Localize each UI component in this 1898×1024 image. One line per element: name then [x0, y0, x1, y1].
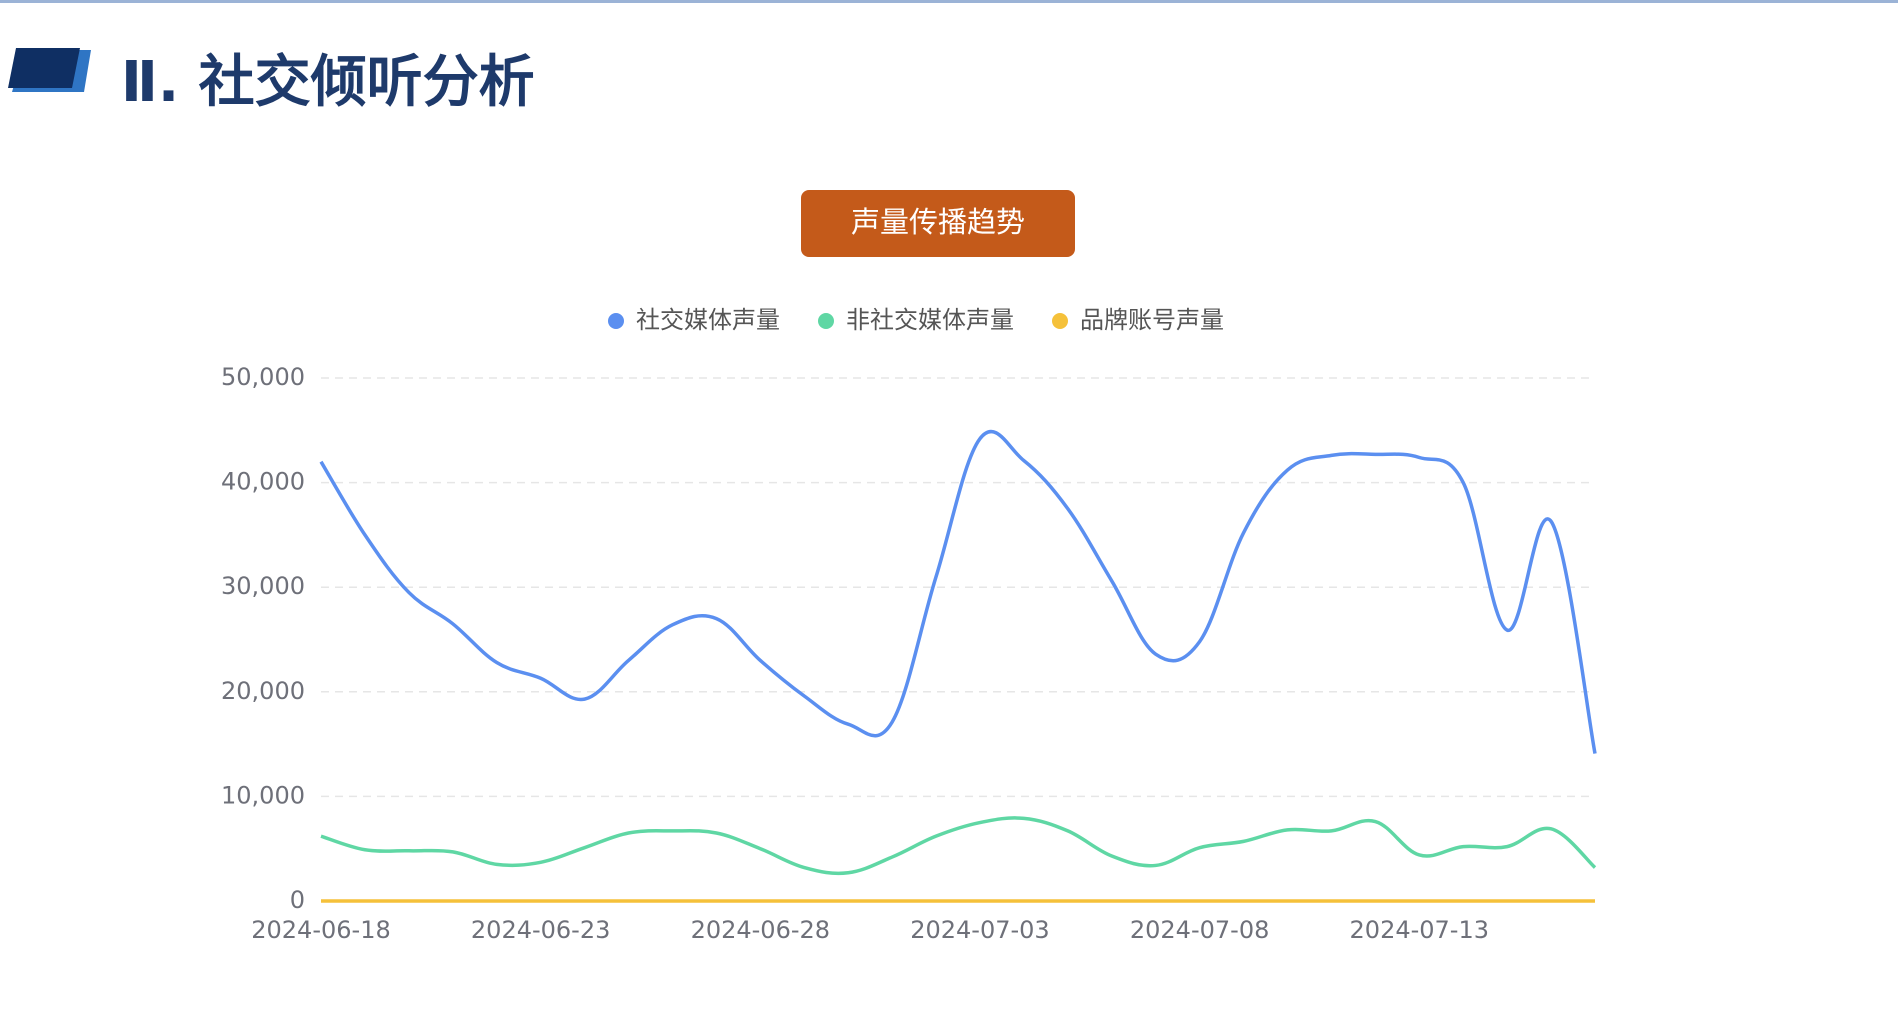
legend-marker — [1052, 313, 1068, 329]
chart-title-button — [801, 190, 1075, 257]
chart-title: 声量传播趋势 — [851, 205, 1025, 239]
y-tick-label: 30,000 — [221, 572, 305, 600]
icon-front — [8, 48, 80, 88]
legend-label: 品牌账号声量 — [1080, 306, 1224, 334]
page-title: Ⅱ. 社交倾听分析 — [121, 50, 535, 115]
line — [320, 816, 1597, 876]
line — [319, 429, 1597, 754]
legend-label: 非社交媒体声量 — [846, 306, 1014, 334]
top-rule — [0, 0, 1898, 3]
x-tick-label: 2024-06-18 — [251, 916, 390, 944]
y-tick-label: 20,000 — [221, 677, 305, 705]
y-tick-label: 10,000 — [221, 781, 305, 809]
legend-label: 社交媒体声量 — [636, 306, 780, 334]
y-tick-label: 40,000 — [221, 468, 305, 496]
legend-marker — [608, 313, 624, 329]
x-tick-label: 2024-07-13 — [1350, 916, 1489, 944]
x-tick-label: 2024-07-03 — [910, 916, 1049, 944]
legend-marker — [818, 313, 834, 329]
x-tick-label: 2024-06-23 — [471, 916, 610, 944]
x-tick-label: 2024-06-28 — [691, 916, 830, 944]
y-tick-label: 50,000 — [221, 363, 305, 391]
y-tick-label: 0 — [290, 886, 305, 914]
x-tick-label: 2024-07-08 — [1130, 916, 1269, 944]
